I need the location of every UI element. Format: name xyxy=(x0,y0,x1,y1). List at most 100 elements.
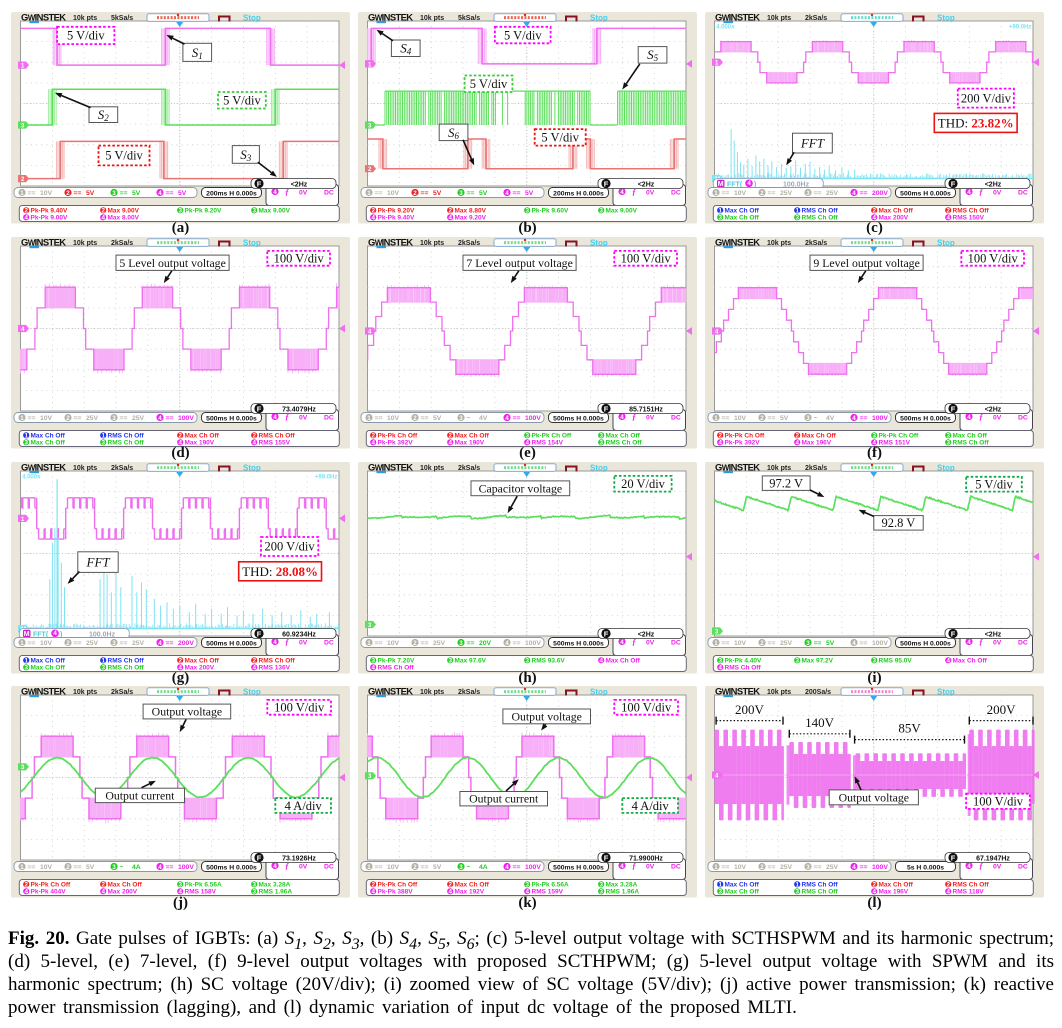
svg-text:67.1947Hz: 67.1947Hz xyxy=(976,855,1010,862)
svg-text:==: == xyxy=(120,190,128,197)
svg-text:2: 2 xyxy=(66,864,70,871)
svg-text:RMS 118V: RMS 118V xyxy=(953,889,985,896)
svg-text:4.000x: 4.000x xyxy=(716,24,735,30)
svg-text:3: 3 xyxy=(946,439,950,446)
svg-text:4: 4 xyxy=(158,189,162,196)
svg-text:GWINSTEK: GWINSTEK xyxy=(368,12,413,23)
svg-text:100V: 100V xyxy=(872,415,888,422)
svg-text:F: F xyxy=(257,404,262,413)
svg-text:500ms H 0.000s: 500ms H 0.000s xyxy=(553,640,604,647)
svg-text:==: == xyxy=(74,864,82,871)
svg-text:3: 3 xyxy=(112,864,116,871)
svg-text:4: 4 xyxy=(795,439,799,446)
svg-text:3: 3 xyxy=(525,882,529,889)
svg-text:10k pts: 10k pts xyxy=(73,465,97,472)
svg-text:1: 1 xyxy=(795,882,799,889)
svg-text:Pk-Pk 9.20V: Pk-Pk 9.20V xyxy=(185,207,223,214)
svg-text:0V: 0V xyxy=(993,863,1002,870)
svg-text:10k pts: 10k pts xyxy=(73,240,97,247)
svg-text:S2: S2 xyxy=(98,107,110,123)
svg-text:4: 4 xyxy=(967,413,971,420)
svg-text:7 Level output voltage: 7 Level output voltage xyxy=(466,255,572,269)
svg-text:4: 4 xyxy=(178,439,182,446)
svg-text:RMS Ch Off: RMS Ch Off xyxy=(802,214,839,221)
svg-text:4: 4 xyxy=(158,639,162,646)
svg-text:<2Hz: <2Hz xyxy=(985,631,1002,638)
svg-text:~: ~ xyxy=(814,415,818,422)
svg-text:1: 1 xyxy=(715,60,719,66)
svg-text:S4: S4 xyxy=(400,40,412,56)
svg-text:1: 1 xyxy=(714,414,718,421)
svg-text:Pk-Pk 392V: Pk-Pk 392V xyxy=(378,439,414,446)
svg-text:Max 190V: Max 190V xyxy=(185,439,215,446)
svg-text:<2Hz: <2Hz xyxy=(291,181,308,188)
svg-text:DC: DC xyxy=(1018,639,1028,646)
svg-text:3: 3 xyxy=(371,657,375,664)
svg-text:RMS Ch Off: RMS Ch Off xyxy=(802,889,839,896)
svg-text:71.9900Hz: 71.9900Hz xyxy=(629,855,663,862)
svg-text:4A: 4A xyxy=(479,864,488,871)
svg-text:1: 1 xyxy=(101,432,105,439)
svg-text:DC: DC xyxy=(1018,189,1028,196)
svg-text:10V: 10V xyxy=(734,640,747,647)
svg-text:Pk-Pk Ch Off: Pk-Pk Ch Off xyxy=(31,882,72,889)
svg-text:DC: DC xyxy=(1018,414,1028,421)
svg-text:RMS Ch Off: RMS Ch Off xyxy=(259,657,296,664)
svg-text:1: 1 xyxy=(24,432,28,439)
svg-text:Stop: Stop xyxy=(243,13,261,22)
svg-text:4: 4 xyxy=(747,179,751,186)
svg-text:Stop: Stop xyxy=(243,463,261,472)
svg-text:2: 2 xyxy=(946,207,950,214)
svg-text:FFT(: FFT( xyxy=(33,631,49,638)
svg-text:25V: 25V xyxy=(780,864,793,871)
svg-text:10V: 10V xyxy=(387,864,400,871)
svg-text:200V: 200V xyxy=(987,702,1017,717)
svg-text:GWINSTEK: GWINSTEK xyxy=(715,686,760,697)
svg-text:5V: 5V xyxy=(826,640,835,647)
svg-text:Stop: Stop xyxy=(937,238,955,247)
svg-text:DC: DC xyxy=(671,639,681,646)
svg-text:4: 4 xyxy=(967,188,971,195)
svg-text:5V: 5V xyxy=(86,190,95,197)
svg-text:2: 2 xyxy=(101,207,105,214)
svg-text:4: 4 xyxy=(21,326,25,332)
svg-text:3: 3 xyxy=(946,432,950,439)
svg-text:Pk-Pk Ch Off: Pk-Pk Ch Off xyxy=(879,432,920,439)
svg-text:F: F xyxy=(951,404,956,413)
svg-text:Max 9.00V: Max 9.00V xyxy=(259,207,291,214)
svg-text:4: 4 xyxy=(505,414,509,421)
svg-text:4: 4 xyxy=(852,639,856,646)
svg-text:==: == xyxy=(28,640,36,647)
svg-text:2kSa/s: 2kSa/s xyxy=(805,15,827,22)
svg-text:4: 4 xyxy=(368,329,372,335)
svg-text:4: 4 xyxy=(371,664,375,671)
svg-text:2kSa/s: 2kSa/s xyxy=(458,689,480,696)
svg-text:4: 4 xyxy=(620,638,624,645)
svg-text:==: == xyxy=(166,415,174,422)
svg-text:5 Level output voltage: 5 Level output voltage xyxy=(119,255,225,269)
svg-text:<2Hz: <2Hz xyxy=(638,181,655,188)
svg-text:10k pts: 10k pts xyxy=(420,465,444,472)
svg-text:ƒ: ƒ xyxy=(285,861,289,870)
svg-text:25V: 25V xyxy=(780,640,793,647)
svg-text:+99.0Hz: +99.0Hz xyxy=(1009,24,1032,30)
svg-text:2: 2 xyxy=(413,864,417,871)
svg-text:RMS 1.96A: RMS 1.96A xyxy=(606,889,640,896)
svg-text:3: 3 xyxy=(112,414,116,421)
svg-text:DC: DC xyxy=(671,414,681,421)
svg-text:==: == xyxy=(166,864,174,871)
svg-text:GWINSTEK: GWINSTEK xyxy=(368,686,413,697)
svg-text:Output voltage: Output voltage xyxy=(511,710,581,724)
svg-text:2: 2 xyxy=(413,639,417,646)
svg-text:RMS 154V: RMS 154V xyxy=(532,439,564,446)
svg-text:100V: 100V xyxy=(178,864,194,871)
svg-text:5V: 5V xyxy=(132,190,141,197)
svg-text:Pk-Pk 4.40V: Pk-Pk 4.40V xyxy=(725,657,763,664)
svg-text:5kSa/s: 5kSa/s xyxy=(111,15,133,22)
svg-text:DC: DC xyxy=(1018,863,1028,870)
svg-text:100 V/div: 100 V/div xyxy=(274,251,325,265)
svg-text:Stop: Stop xyxy=(937,463,955,472)
svg-text:Max Ch Off: Max Ch Off xyxy=(879,207,914,214)
svg-text:RMS Ch Off: RMS Ch Off xyxy=(378,664,415,671)
svg-text:3: 3 xyxy=(21,123,25,129)
